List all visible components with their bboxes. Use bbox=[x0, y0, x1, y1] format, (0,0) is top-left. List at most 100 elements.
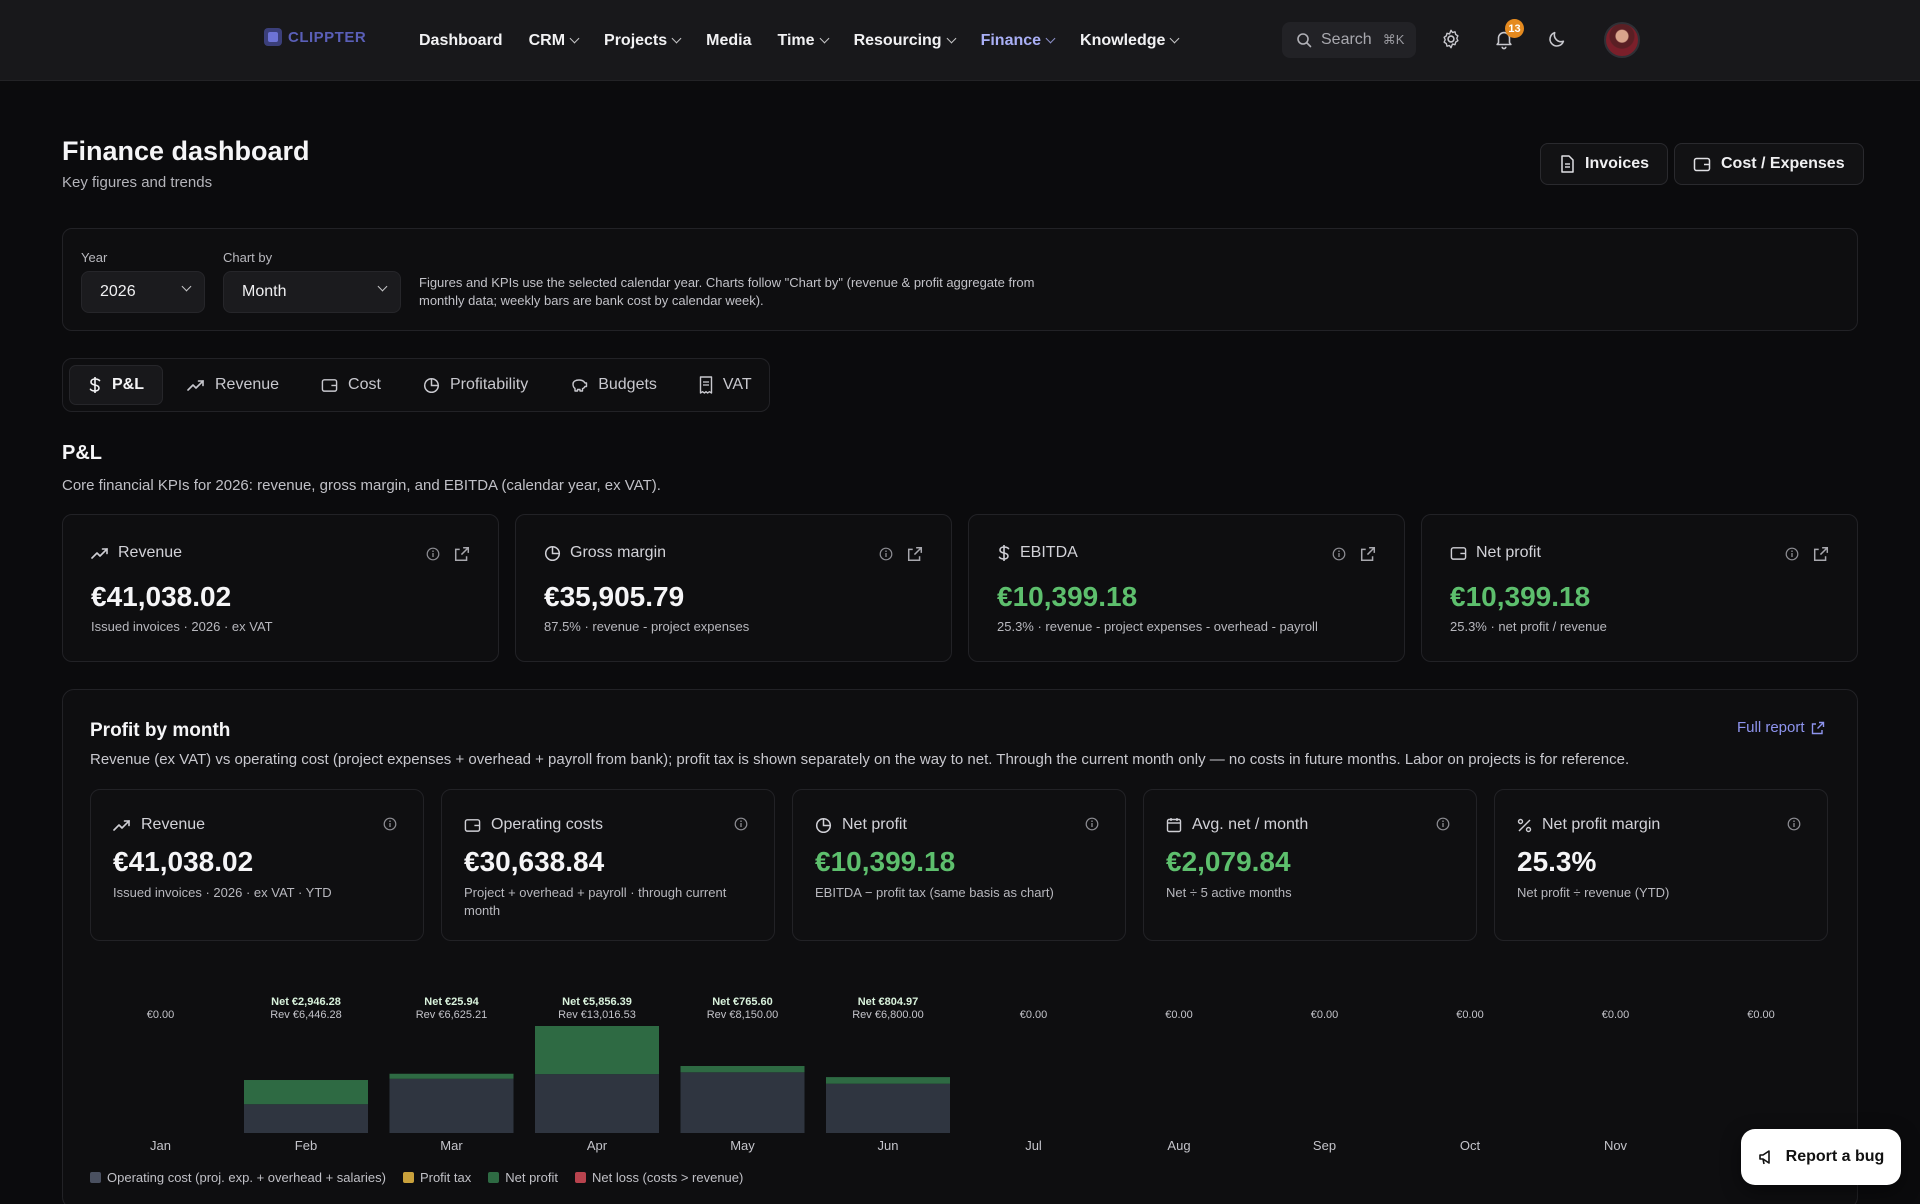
pie-icon bbox=[544, 545, 561, 562]
nav-item-label: Knowledge bbox=[1080, 31, 1166, 49]
bar-revenue-label: €0.00 bbox=[1747, 1009, 1775, 1021]
external-link-icon[interactable] bbox=[454, 546, 470, 562]
info-icon[interactable] bbox=[1785, 547, 1799, 561]
bar-revenue-label: Rev €8,150.00 bbox=[707, 1009, 779, 1021]
kpi-tools bbox=[426, 546, 470, 562]
cost-expenses-label: Cost / Expenses bbox=[1721, 155, 1845, 172]
page-title: Finance dashboard bbox=[62, 136, 310, 166]
kpi-card-gross-margin: Gross margin €35,905.79 87.5% · revenue - … bbox=[515, 514, 952, 662]
dollar-icon bbox=[997, 544, 1011, 562]
bar-revenue-label: €0.00 bbox=[147, 1009, 175, 1021]
logo-icon bbox=[264, 28, 282, 46]
cost-expenses-button[interactable]: Cost / Expenses bbox=[1674, 143, 1864, 185]
nav-item-media[interactable]: Media bbox=[706, 32, 751, 50]
dollar-icon bbox=[88, 376, 102, 394]
kpi-label: EBITDA bbox=[1020, 544, 1078, 561]
external-link-icon[interactable] bbox=[907, 546, 923, 562]
kpi-value: €10,399.18 bbox=[1450, 581, 1591, 612]
x-tick-label: Mar bbox=[440, 1138, 463, 1153]
profit-card-title: Profit by month bbox=[90, 720, 231, 741]
nav-item-label: CRM bbox=[528, 31, 566, 49]
invoices-button[interactable]: Invoices bbox=[1540, 143, 1669, 185]
tab-label: Revenue bbox=[215, 376, 280, 393]
stat-label: Net profit bbox=[842, 816, 907, 833]
search-label: Search bbox=[1321, 31, 1372, 48]
piggy-bank-icon bbox=[570, 378, 588, 393]
user-avatar[interactable] bbox=[1604, 22, 1640, 58]
bar-net-label: Net €25.94 bbox=[424, 996, 479, 1008]
bar-revenue-label: €0.00 bbox=[1456, 1009, 1484, 1021]
stat-header: Avg. net / month bbox=[1166, 816, 1308, 834]
gear-icon[interactable] bbox=[1440, 28, 1462, 50]
nav-item-label: Time bbox=[777, 31, 815, 49]
moon-icon[interactable] bbox=[1546, 28, 1568, 50]
stat-note: Project + overhead + payroll · through c… bbox=[464, 885, 727, 918]
x-tick-label: Jun bbox=[878, 1138, 899, 1153]
x-tick-label: Sep bbox=[1313, 1138, 1336, 1153]
bar-operating-cost bbox=[244, 1104, 368, 1133]
info-icon[interactable] bbox=[1787, 817, 1801, 831]
kpi-value: €35,905.79 bbox=[544, 581, 685, 612]
tab-vat[interactable]: VAT bbox=[681, 365, 770, 405]
bar-revenue-label: €0.00 bbox=[1020, 1009, 1048, 1021]
stat-note: Issued invoices · 2026 · ex VAT · YTD bbox=[113, 885, 332, 900]
full-report-link[interactable]: Full report bbox=[1737, 719, 1825, 736]
stat-label: Operating costs bbox=[491, 816, 604, 833]
megaphone-icon bbox=[1758, 1148, 1776, 1166]
year-value: 2026 bbox=[100, 283, 136, 300]
kpi-note: Issued invoices · 2026 · ex VAT bbox=[91, 619, 273, 634]
kpi-tools bbox=[1332, 546, 1376, 562]
nav-item-dashboard[interactable]: Dashboard bbox=[419, 32, 503, 50]
nav-item-label: Projects bbox=[604, 31, 668, 49]
info-icon[interactable] bbox=[1436, 817, 1450, 831]
app-logo[interactable]: CLIPPTER bbox=[264, 28, 366, 46]
nav-item-resourcing[interactable]: Resourcing bbox=[854, 32, 957, 50]
info-icon[interactable] bbox=[879, 547, 893, 561]
kpi-label: Gross margin bbox=[570, 544, 667, 561]
stat-header: Revenue bbox=[113, 816, 205, 834]
kpi-value: €41,038.02 bbox=[91, 581, 232, 612]
info-icon[interactable] bbox=[383, 817, 397, 831]
legend-swatch bbox=[574, 1172, 586, 1183]
report-bug-button[interactable]: Report a bug bbox=[1741, 1129, 1901, 1185]
external-link-icon[interactable] bbox=[1360, 546, 1376, 562]
external-link-icon[interactable] bbox=[1813, 546, 1829, 562]
chevron-down-icon bbox=[671, 33, 682, 44]
stat-value: €2,079.84 bbox=[1166, 846, 1291, 877]
kpi-card-ebitda: EBITDA €10,399.18 25.3% · revenue - projec… bbox=[968, 514, 1405, 662]
tab-pl[interactable]: P&L bbox=[69, 365, 163, 405]
info-icon[interactable] bbox=[426, 547, 440, 561]
finance-tabs: P&L Revenue Cost Profitability Budgets VAT bbox=[62, 358, 770, 412]
x-tick-label: Jan bbox=[150, 1138, 171, 1153]
full-report-label: Full report bbox=[1737, 719, 1805, 736]
stat-card-avg-net-month: Avg. net / month €2,079.84 Net ÷ 5 active … bbox=[1143, 789, 1477, 941]
bar-revenue-label: Rev €6,446.28 bbox=[270, 1009, 342, 1021]
info-icon[interactable] bbox=[734, 817, 748, 831]
nav-item-crm[interactable]: CRM bbox=[528, 31, 580, 50]
legend-swatch bbox=[488, 1172, 500, 1183]
tab-cost[interactable]: Cost bbox=[303, 365, 399, 405]
chart-by-select[interactable]: Month bbox=[223, 271, 401, 313]
year-select[interactable]: 2026 bbox=[81, 271, 205, 313]
chevron-down-icon bbox=[181, 281, 192, 292]
nav-item-projects[interactable]: Projects bbox=[604, 31, 682, 50]
chart-by-value: Month bbox=[242, 283, 287, 300]
info-icon[interactable] bbox=[1085, 817, 1099, 831]
tab-revenue[interactable]: Revenue bbox=[169, 365, 297, 405]
kpi-label: Revenue bbox=[118, 544, 183, 561]
stat-value: €30,638.84 bbox=[464, 846, 605, 877]
tab-profitability[interactable]: Profitability bbox=[405, 365, 546, 405]
stat-header: Net profit margin bbox=[1517, 816, 1660, 834]
tab-budgets[interactable]: Budgets bbox=[552, 365, 675, 405]
stat-card-net-profit-margin: Net profit margin 25.3% Net profit ÷ reven… bbox=[1494, 789, 1828, 941]
bar-net-profit bbox=[244, 1080, 368, 1105]
info-icon[interactable] bbox=[1332, 547, 1346, 561]
tab-label: VAT bbox=[722, 376, 752, 393]
bar-operating-cost bbox=[535, 1074, 659, 1133]
nav-item-time[interactable]: Time bbox=[777, 31, 830, 50]
nav-item-finance[interactable]: Finance bbox=[980, 31, 1056, 50]
nav-item-label: Finance bbox=[980, 31, 1042, 49]
search-button[interactable]: Search ⌘K bbox=[1282, 22, 1416, 58]
legend-item: Profit tax bbox=[402, 1170, 471, 1185]
nav-item-knowledge[interactable]: Knowledge bbox=[1080, 31, 1180, 50]
